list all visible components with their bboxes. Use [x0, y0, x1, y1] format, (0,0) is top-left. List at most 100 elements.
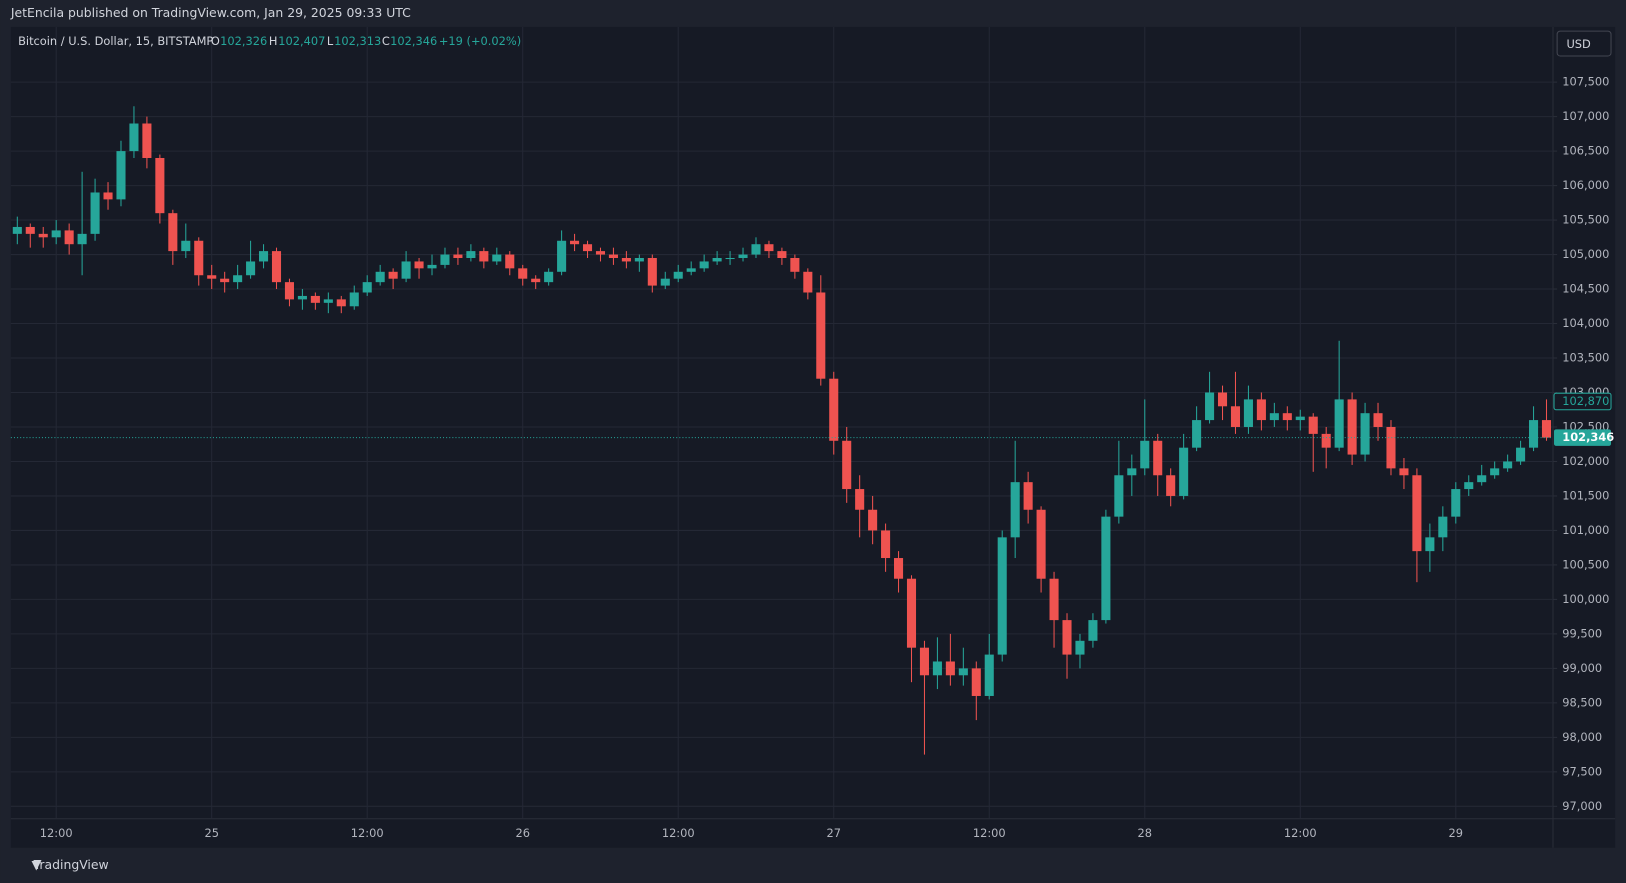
candle-body	[310, 295, 320, 303]
candle-body	[1101, 516, 1111, 621]
candle-body	[777, 251, 787, 259]
marker-price-label: 102,870	[1562, 394, 1609, 408]
candle-body	[116, 151, 126, 200]
y-tick-label: 102,000	[1562, 454, 1609, 468]
candle-body	[686, 268, 696, 272]
candle-body	[1516, 447, 1526, 462]
y-tick-label: 99,500	[1562, 626, 1602, 640]
candle-body	[1230, 406, 1241, 427]
candle-body	[77, 233, 87, 245]
candle-body	[1127, 468, 1137, 476]
candle-body	[181, 240, 191, 252]
candle-body	[414, 261, 424, 269]
candle-body	[712, 258, 722, 262]
candle-body	[971, 668, 981, 696]
candle-body	[388, 271, 398, 279]
y-tick-label: 104,500	[1562, 282, 1609, 296]
candle-body	[1269, 413, 1279, 421]
candle-body	[725, 258, 735, 260]
publisher-header: JetEncila published on TradingView.com, …	[10, 5, 411, 20]
candle-body	[12, 226, 22, 234]
currency-button[interactable]	[1556, 30, 1612, 57]
time-axis	[10, 818, 1553, 848]
candle-body	[362, 282, 372, 293]
candle-body	[401, 261, 411, 279]
y-tick-label: 104,000	[1562, 316, 1609, 330]
candle-body	[673, 271, 683, 279]
x-tick-label: 29	[1449, 826, 1464, 840]
y-tick-label: 97,500	[1562, 764, 1602, 778]
candle-body	[233, 275, 243, 283]
y-tick-label: 106,500	[1562, 144, 1609, 158]
candle-body	[1529, 420, 1539, 448]
candle-body	[259, 251, 269, 262]
candle-body	[1347, 399, 1357, 455]
candle-body	[194, 240, 204, 276]
candle-body	[1179, 447, 1189, 496]
candle-body	[168, 213, 178, 252]
candle-body	[1503, 461, 1513, 469]
legend-open: 102,326	[220, 34, 267, 48]
candle-body	[1451, 489, 1461, 517]
marker-price-tag	[1553, 392, 1612, 411]
y-tick-label: 99,000	[1562, 661, 1602, 675]
candle-body	[1205, 392, 1215, 421]
candle-body	[38, 233, 48, 238]
candle-body	[1386, 426, 1396, 469]
candle-body	[1049, 578, 1059, 621]
candle-body	[142, 123, 152, 158]
candle-body	[375, 271, 385, 283]
candle-body	[1308, 416, 1318, 434]
candle-body	[1075, 640, 1085, 655]
y-tick-label: 97,000	[1562, 799, 1602, 813]
legend-close: 102,346	[390, 34, 437, 48]
candle-body	[647, 258, 657, 286]
y-tick-label: 107,500	[1562, 75, 1609, 89]
y-tick-label: 100,500	[1562, 557, 1609, 571]
candle-body	[621, 258, 631, 262]
candle-body	[25, 226, 35, 234]
candle-body	[595, 251, 606, 255]
candle-body	[816, 292, 826, 379]
candle-body	[1010, 482, 1020, 538]
y-tick-label: 106,000	[1562, 178, 1609, 192]
candle-body	[958, 668, 968, 676]
x-tick-label: 25	[204, 826, 219, 840]
candle-body	[932, 661, 942, 676]
candle-body	[1321, 433, 1331, 448]
candle-body	[803, 271, 813, 293]
candle-body	[1541, 420, 1552, 438]
candle-body	[479, 251, 489, 262]
candle-body	[90, 192, 100, 234]
candle-body	[427, 264, 437, 269]
candle-body	[829, 378, 839, 441]
candle-body	[1166, 475, 1176, 496]
candle-body	[466, 251, 476, 259]
candle-body	[1114, 475, 1124, 517]
candle-body	[997, 537, 1007, 655]
candle-body	[634, 258, 644, 262]
legend-h-label: H	[269, 34, 278, 48]
legend-symbol: Bitcoin / U.S. Dollar, 15, BITSTAMP	[18, 34, 213, 48]
candle-body	[1295, 416, 1305, 421]
y-tick-label: 105,500	[1562, 213, 1609, 227]
candle-body	[349, 292, 359, 307]
candle-body	[129, 123, 139, 152]
candle-body	[919, 647, 929, 676]
x-tick-label: 12:00	[40, 826, 73, 840]
legend-high: 102,407	[278, 34, 325, 48]
candle-body	[246, 261, 256, 276]
y-tick-label: 105,000	[1562, 247, 1609, 261]
candle-body	[1088, 620, 1098, 641]
candle-body	[440, 254, 450, 265]
candle-body	[660, 278, 670, 286]
candle-body	[751, 244, 761, 255]
candle-body	[1256, 399, 1266, 421]
currency-label[interactable]: USD	[1566, 37, 1591, 51]
last-price-tag	[1554, 429, 1612, 446]
candle-body	[894, 558, 904, 579]
candle-body	[1334, 399, 1344, 448]
candle-body	[1373, 413, 1383, 427]
